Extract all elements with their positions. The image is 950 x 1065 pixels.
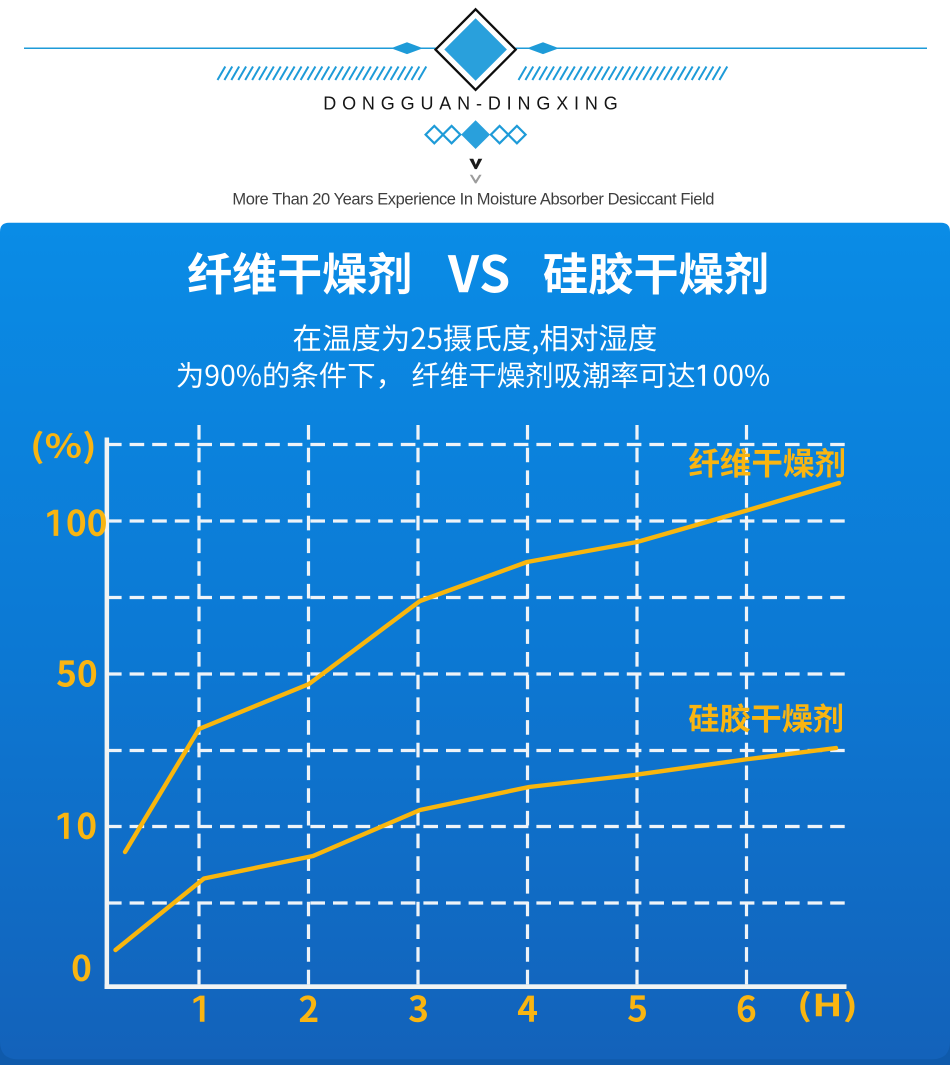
svg-text:More Than 20 Years Experience: More Than 20 Years Experience In Moistur… (232, 191, 714, 209)
